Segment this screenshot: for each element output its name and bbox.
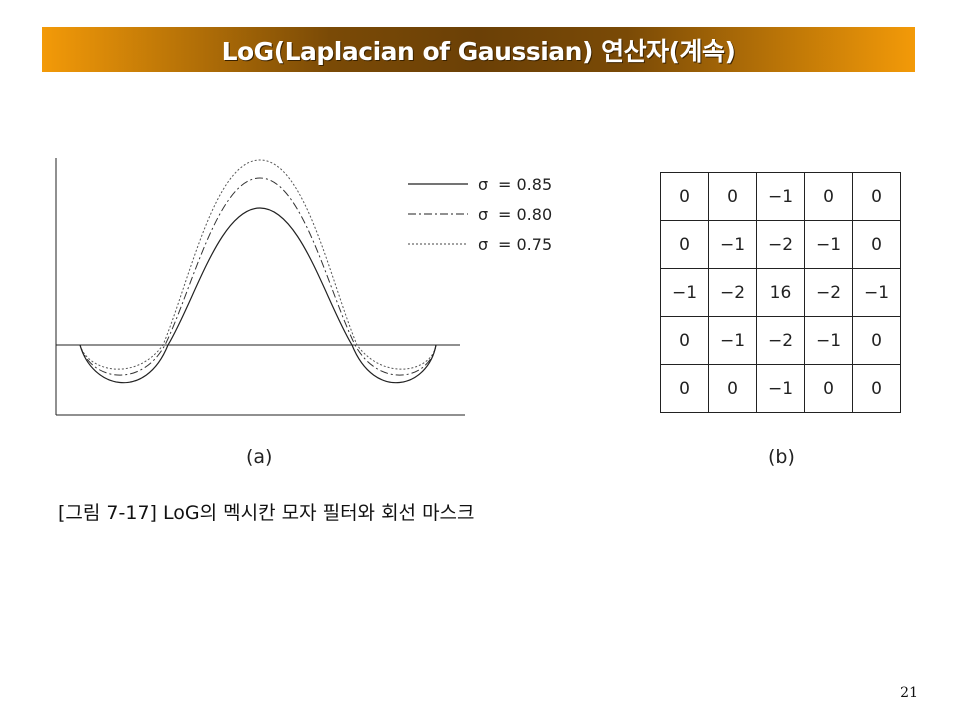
- legend: σ = 0.85 σ = 0.80 σ = 0.75: [408, 175, 552, 254]
- mask-cell: −1: [756, 364, 805, 413]
- mask-table: 0 0 −1 0 0 0 −1 −2 −1 0 −1 −2 16 −2 −1 0…: [660, 172, 901, 413]
- legend-sigma-085-symbol: σ: [478, 175, 488, 194]
- mask-cell: 0: [708, 364, 757, 413]
- mask-row: 0 0 −1 0 0: [660, 172, 901, 221]
- legend-sigma-075-symbol: σ: [478, 235, 488, 254]
- curve-sigma-075: [79, 159, 437, 370]
- mask-cell: −2: [756, 220, 805, 269]
- mask-cell: 0: [660, 316, 709, 365]
- mask-cell: 0: [852, 172, 901, 221]
- mask-cell: 0: [804, 172, 853, 221]
- mask-cell: −1: [804, 220, 853, 269]
- mask-cell: 0: [804, 364, 853, 413]
- mask-cell: 0: [852, 316, 901, 365]
- mask-cell: 0: [660, 364, 709, 413]
- convolution-mask: 0 0 −1 0 0 0 −1 −2 −1 0 −1 −2 16 −2 −1 0…: [660, 172, 901, 413]
- mask-cell: 0: [660, 220, 709, 269]
- mask-cell: 0: [852, 364, 901, 413]
- figure-b-label: (b): [768, 446, 795, 468]
- legend-sigma-080-value: = 0.80: [498, 205, 552, 224]
- mask-row: 0 −1 −2 −1 0: [660, 316, 901, 365]
- mask-cell: −1: [804, 316, 853, 365]
- slide-title: LoG(Laplacian of Gaussian) 연산자(계속): [221, 36, 736, 66]
- mask-cell: −1: [708, 316, 757, 365]
- mask-cell: −1: [660, 268, 709, 317]
- mask-cell: −2: [756, 316, 805, 365]
- mask-cell: −2: [804, 268, 853, 317]
- mask-row: −1 −2 16 −2 −1: [660, 268, 901, 317]
- legend-sigma-085-value: = 0.85: [498, 175, 552, 194]
- mask-cell: 0: [708, 172, 757, 221]
- curve-sigma-085: [79, 207, 437, 384]
- mexican-hat-plot: σ = 0.85 σ = 0.80 σ = 0.75: [55, 158, 552, 416]
- mask-cell-center: 16: [756, 268, 805, 317]
- page-number: 21: [900, 685, 918, 701]
- mask-cell: −1: [708, 220, 757, 269]
- mask-row: 0 −1 −2 −1 0: [660, 220, 901, 269]
- legend-sigma-075-value: = 0.75: [498, 235, 552, 254]
- mask-cell: 0: [660, 172, 709, 221]
- figure-caption: [그림 7-17] LoG의 멕시칸 모자 필터와 회선 마스크: [58, 502, 475, 524]
- figure-a-label: (a): [246, 446, 273, 468]
- title-bar: LoG(Laplacian of Gaussian) 연산자(계속): [42, 27, 915, 72]
- mask-cell: −1: [756, 172, 805, 221]
- mask-cell: −2: [708, 268, 757, 317]
- mask-row: 0 0 −1 0 0: [660, 364, 901, 413]
- curve-sigma-080: [79, 177, 437, 376]
- legend-sigma-080-symbol: σ: [478, 205, 488, 224]
- mask-cell: −1: [852, 268, 901, 317]
- mask-cell: 0: [852, 220, 901, 269]
